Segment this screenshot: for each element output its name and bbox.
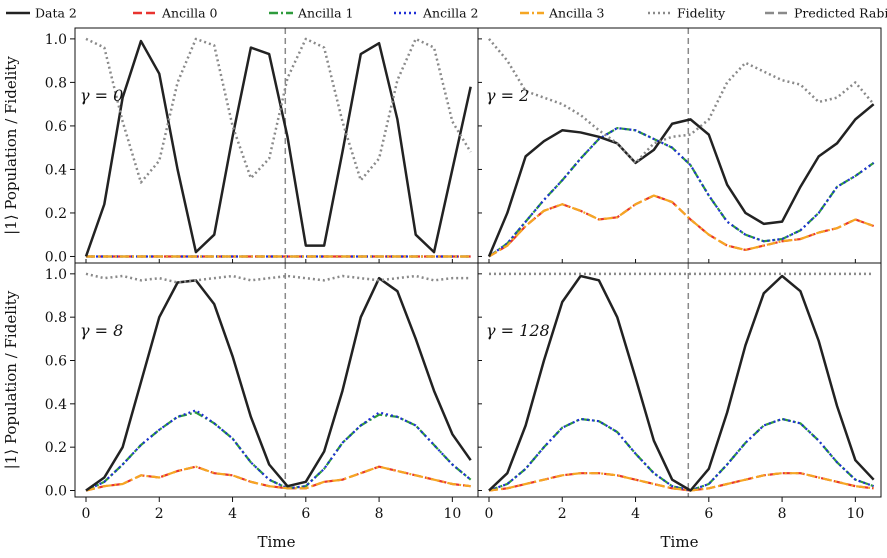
series-line-ancilla-3-panel-3 xyxy=(85,465,471,492)
series-line-ancilla-2-panel-3 xyxy=(85,409,472,492)
panel-label-4: γ = 128 xyxy=(486,321,550,340)
panel-frame-4 xyxy=(477,262,882,498)
y-tick-label: 0.4 xyxy=(45,162,67,178)
legend-label-ancilla-3: Ancilla 3 xyxy=(548,6,604,21)
series-line-fidelity-panel-1 xyxy=(85,37,472,184)
x-tick-label: 8 xyxy=(778,506,787,522)
panel-label-2: γ = 2 xyxy=(486,86,529,105)
series-line-data-2-panel-3 xyxy=(85,276,472,492)
panel-label-3: γ = 8 xyxy=(80,321,123,340)
x-tick-label: 2 xyxy=(558,506,567,522)
y-tick-label: 0.8 xyxy=(45,310,67,326)
x-axis-label: Time xyxy=(661,533,699,551)
panel-label-1: γ = 0 xyxy=(80,86,123,105)
x-tick-label: 0 xyxy=(82,506,91,522)
y-tick-label: 0.8 xyxy=(45,75,67,91)
series-line-data-2-panel-1 xyxy=(84,39,472,257)
series-line-ancilla-3-panel-4 xyxy=(488,472,874,492)
y-tick-label: 0.0 xyxy=(45,484,67,500)
series-line-fidelity-panel-3 xyxy=(85,272,471,284)
series-line-ancilla-2-panel-2 xyxy=(488,126,875,258)
y-tick-label: 0.6 xyxy=(45,354,67,370)
x-tick-label: 2 xyxy=(155,506,164,522)
y-tick-label: 0.2 xyxy=(45,440,67,456)
x-tick-label: 4 xyxy=(228,506,237,522)
series-line-ancilla-1-panel-3 xyxy=(85,411,472,492)
x-tick-label: 0 xyxy=(485,506,494,522)
legend-label-fidelity: Fidelity xyxy=(677,6,726,21)
legend-label-data-2: Data 2 xyxy=(35,6,77,21)
series-line-data-2-panel-2 xyxy=(487,103,875,257)
y-tick-label: 1.0 xyxy=(45,267,67,283)
y-tick-label: 0.6 xyxy=(45,119,67,135)
x-tick-label: 6 xyxy=(704,506,713,522)
x-tick-label: 10 xyxy=(443,506,461,522)
x-tick-label: 4 xyxy=(631,506,640,522)
series-line-data-2-panel-4 xyxy=(488,274,875,492)
y-axis-label: |1⟩ Population / Fidelity xyxy=(2,56,20,235)
x-tick-label: 6 xyxy=(301,506,310,522)
y-tick-label: 1.0 xyxy=(45,32,67,48)
series-line-ancilla-0-panel-2 xyxy=(488,194,875,258)
y-tick-label: 0.2 xyxy=(45,206,67,222)
series-line-ancilla-1-panel-2 xyxy=(488,126,875,258)
panel-frame-1 xyxy=(74,27,479,264)
legend-label-ancilla-2: Ancilla 2 xyxy=(422,6,478,21)
y-tick-label: 0.0 xyxy=(45,249,67,265)
series-line-ancilla-3-panel-2 xyxy=(488,194,875,258)
x-axis-label: Time xyxy=(258,533,296,551)
y-axis-label: |1⟩ Population / Fidelity xyxy=(2,290,20,469)
x-tick-label: 8 xyxy=(375,506,384,522)
y-tick-label: 0.4 xyxy=(45,397,67,413)
legend-label-ancilla-0: Ancilla 0 xyxy=(161,6,217,21)
legend-label-ancilla-1: Ancilla 1 xyxy=(297,6,353,21)
legend-label-predicted-rabi-period: Predicted Rabi period xyxy=(794,6,887,21)
panel-frame-3 xyxy=(74,262,479,498)
series-line-fidelity-panel-2 xyxy=(488,38,875,165)
x-tick-label: 10 xyxy=(846,506,864,522)
